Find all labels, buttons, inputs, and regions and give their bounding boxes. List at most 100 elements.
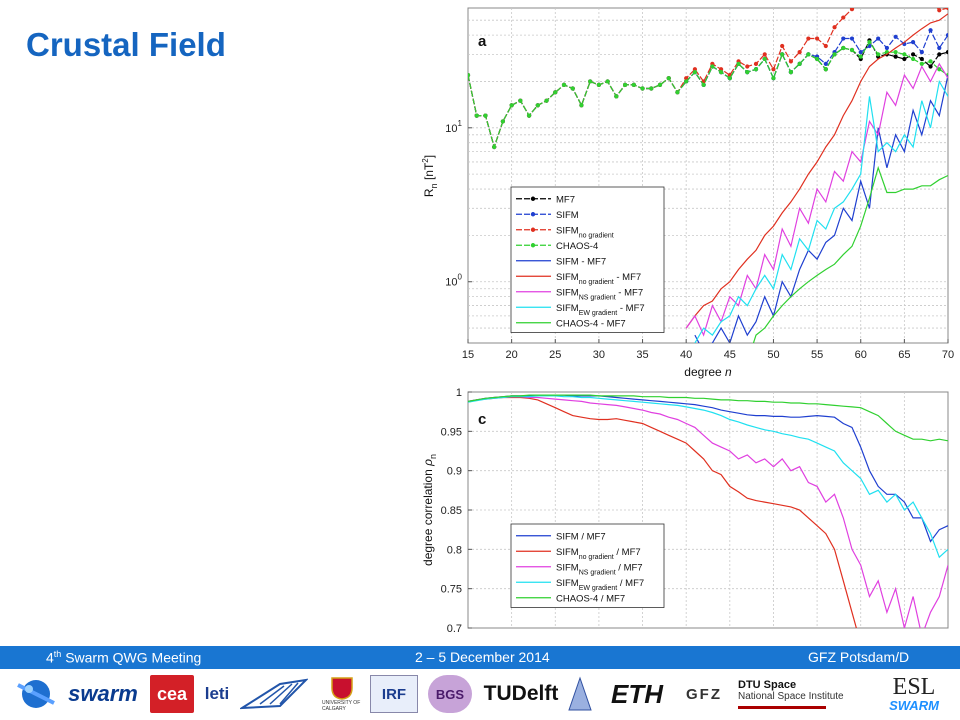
legend-main-4: CHAOS-4 / MF7 xyxy=(556,593,625,604)
series-point-2 xyxy=(885,2,889,6)
legend-main-3: CHAOS-4 xyxy=(556,241,598,252)
series-point-3 xyxy=(858,54,863,59)
series-line-4 xyxy=(694,74,948,343)
x-axis-label-italic: n xyxy=(725,365,732,379)
x-tick-label: 70 xyxy=(942,349,954,361)
series-point-3 xyxy=(579,103,584,108)
legend-label-3: SIFMEW gradient / MF7 xyxy=(556,578,644,592)
series-point-2 xyxy=(937,8,942,13)
series-point-1 xyxy=(910,40,916,45)
series-point-3 xyxy=(666,76,671,81)
series-point-3 xyxy=(526,113,532,118)
series-point-3 xyxy=(876,52,881,57)
cea-logo: cea xyxy=(150,675,194,713)
series-point-2 xyxy=(911,4,915,8)
series-point-3 xyxy=(762,56,767,62)
series-point-3 xyxy=(596,82,602,87)
y-tick-base: 10 xyxy=(445,277,457,289)
legend-tail-2: / MF7 xyxy=(616,562,643,573)
legend-label-1: SIFM xyxy=(556,210,579,221)
x-axis-label: degree n xyxy=(684,365,732,379)
series-point-3 xyxy=(692,70,698,75)
series-point-3 xyxy=(902,52,907,57)
y-tick-label: 0.75 xyxy=(441,584,462,596)
series-point-3 xyxy=(561,82,567,87)
series-point-3 xyxy=(910,56,916,62)
series-point-3 xyxy=(771,76,776,81)
series-point-2 xyxy=(876,0,880,4)
legend-box xyxy=(510,186,665,333)
footer-bar: 4th Swarm QWG Meeting 2 – 5 December 201… xyxy=(0,646,960,669)
series-point-3 xyxy=(605,79,610,84)
eth-logo: ETH xyxy=(611,678,663,709)
esl-text: ESL xyxy=(892,673,936,700)
series-point-3 xyxy=(468,72,471,78)
panel-label: c xyxy=(478,411,486,428)
series-point-3 xyxy=(814,56,820,62)
series-point-3 xyxy=(753,67,759,72)
series-point-3 xyxy=(622,82,628,87)
series-point-0 xyxy=(937,52,942,57)
calgary-logo: UNIVERSITY OF CALGARY xyxy=(322,675,362,713)
series-point-3 xyxy=(710,64,715,69)
series-point-2 xyxy=(902,0,906,4)
legend-label-7: SIFMEW gradient - MF7 xyxy=(556,303,645,317)
series-point-3 xyxy=(823,67,828,72)
series-point-2 xyxy=(894,0,898,4)
series-point-0 xyxy=(919,56,924,62)
series-point-2 xyxy=(945,8,948,11)
series-line-4 xyxy=(468,394,948,442)
series-point-0 xyxy=(893,54,898,59)
series-point-2 xyxy=(797,50,802,55)
series-point-2 xyxy=(841,15,846,20)
series-point-3 xyxy=(640,86,645,91)
legend-tail-6: - MF7 xyxy=(616,287,643,298)
legend-label-6: SIFMNS gradient - MF7 xyxy=(556,287,643,301)
legend-sub-2: NS gradient xyxy=(579,569,616,576)
series-point-1 xyxy=(893,34,898,39)
legend-tail-3: / MF7 xyxy=(617,578,644,589)
y-axis-label-main: R xyxy=(422,188,436,197)
legend-main-7: SIFM xyxy=(556,303,579,314)
legend-label-5: SIFMno gradient - MF7 xyxy=(556,272,641,286)
series-line-6 xyxy=(685,62,948,337)
series-line-3 xyxy=(468,395,948,559)
series-line-1 xyxy=(468,396,857,628)
legend-box xyxy=(510,523,665,608)
series-point-3 xyxy=(797,61,802,67)
legend-sub-5: no gradient xyxy=(579,279,614,286)
series-point-0 xyxy=(928,64,933,69)
legend-tail-7: - MF7 xyxy=(617,303,644,314)
series-point-3 xyxy=(631,82,636,87)
legend-marker-3 xyxy=(530,243,536,248)
series-point-3 xyxy=(788,70,794,75)
wing-logo-icon xyxy=(240,675,308,713)
series-point-2 xyxy=(745,64,750,69)
footer-meeting-num: 4 xyxy=(46,649,54,666)
legend-main-6: SIFM xyxy=(556,287,579,298)
y-tick-label: 0.85 xyxy=(441,505,462,517)
series-point-3 xyxy=(553,90,558,95)
legend-main-0: MF7 xyxy=(556,194,575,205)
x-tick-label: 15 xyxy=(462,349,474,361)
series-point-2 xyxy=(928,0,932,2)
series-group xyxy=(468,0,948,343)
calgary-crest-icon xyxy=(331,677,353,700)
leti-logo: leti xyxy=(204,684,230,703)
x-axis-label-main: degree xyxy=(684,365,725,379)
series-point-3 xyxy=(780,52,785,57)
series-point-2 xyxy=(771,67,776,72)
series-line-2 xyxy=(468,396,948,628)
series-point-2 xyxy=(780,43,785,49)
y-tick-base: 10 xyxy=(445,123,457,135)
series-point-1 xyxy=(876,36,881,41)
series-point-3 xyxy=(535,103,540,108)
series-point-3 xyxy=(544,98,549,103)
legend-label-1: SIFMno gradient / MF7 xyxy=(556,547,641,561)
legend-main-2: SIFM xyxy=(556,562,579,573)
x-tick-label: 50 xyxy=(767,349,779,361)
series-point-3 xyxy=(483,113,488,118)
